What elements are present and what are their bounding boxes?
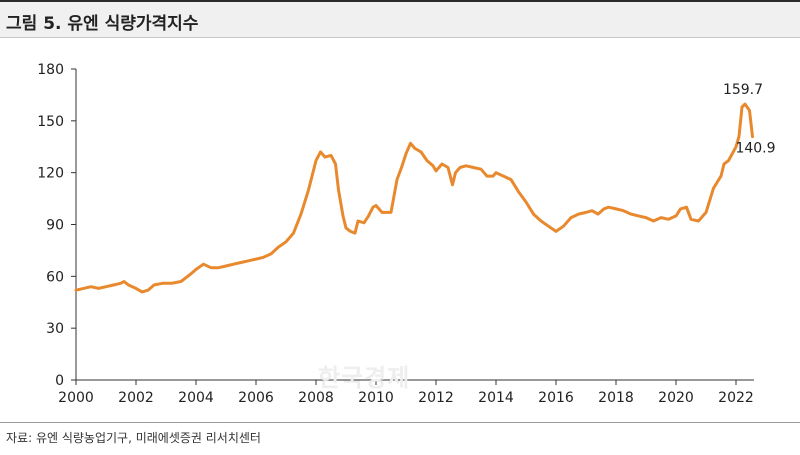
x-tick-label: 2014 [478,390,514,406]
tick-labels: 0 30 60 90 120 150 180 2000 2002 2004 2006 2008 2010… [37,62,754,406]
x-tick-label: 2004 [178,390,214,406]
annotations: 159.7 140.9 [723,82,776,156]
x-tick-label: 2018 [598,390,634,406]
y-tick-label: 30 [46,321,64,337]
y-tick-label: 60 [46,269,64,285]
axes [71,68,754,385]
y-tick-label: 180 [37,62,64,78]
source-note: 자료: 유엔 식량농업기구, 미래에셋증권 리서치센터 [6,431,261,445]
y-tick-label: 90 [46,218,64,234]
x-tick-label: 2000 [58,390,94,406]
series-layer [74,102,754,294]
x-tick-label: 2006 [238,390,274,406]
x-tick-label: 2010 [358,390,394,406]
annotation-last-label: 140.9 [735,141,775,157]
y-tick-label: 150 [37,114,64,130]
watermark: 한국경제 [318,364,411,392]
y-tick-label: 120 [37,166,64,182]
x-tick-label: 2016 [538,390,574,406]
source-divider [0,422,800,423]
series-line [74,102,754,294]
x-tick-label: 2002 [118,390,154,406]
x-tick-label: 2008 [298,390,334,406]
line-chart: 0 30 60 90 120 150 180 2000 2002 2004 2006 2008 2010… [37,62,776,406]
x-tick-label: 2020 [658,390,694,406]
title-bar: 그림 5. 유엔 식량가격지수 [0,0,800,38]
x-tick-label: 2012 [418,390,454,406]
chart-title: 그림 5. 유엔 식량가격지수 [6,14,199,34]
x-tick-label: 2022 [718,390,754,406]
annotation-peak-label: 159.7 [723,82,763,98]
y-tick-label: 0 [55,373,64,389]
